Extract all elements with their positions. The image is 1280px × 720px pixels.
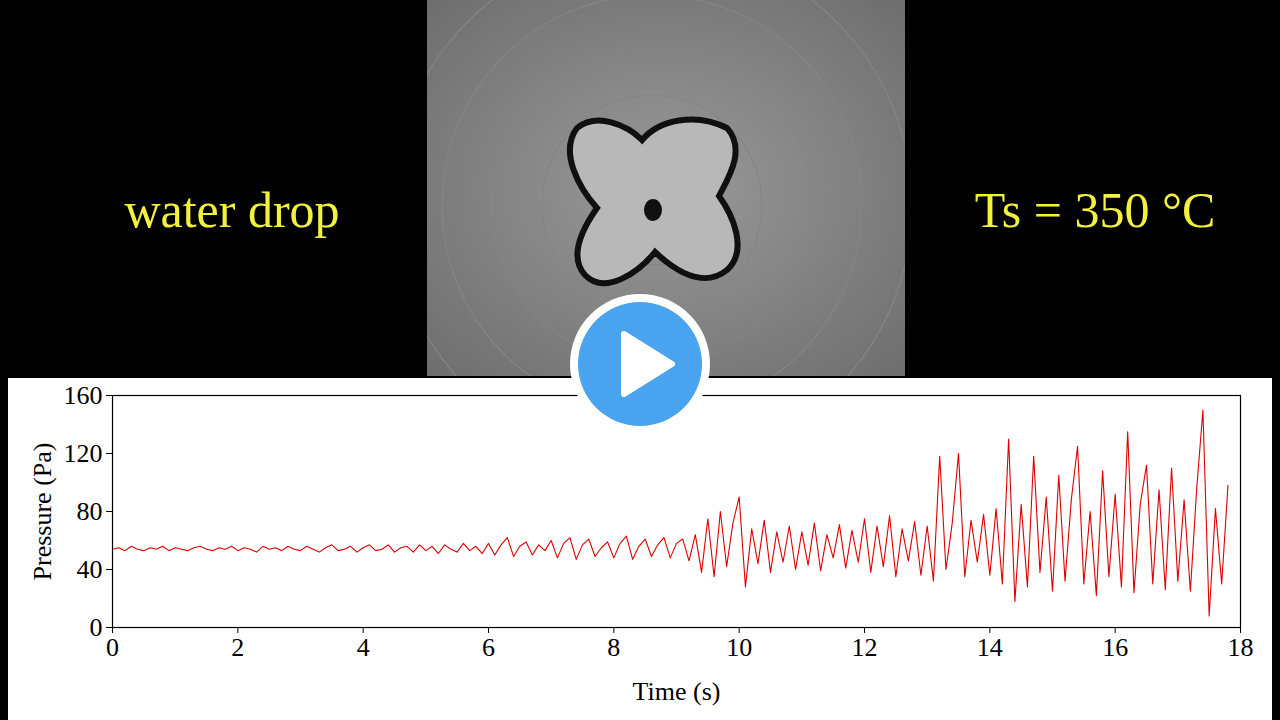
svg-text:0: 0	[106, 633, 119, 662]
svg-text:12: 12	[852, 633, 878, 662]
svg-text:160: 160	[64, 381, 103, 410]
html-text:Ts = 350 °C: Ts = 350 °C	[974, 182, 1216, 238]
svg-text:40: 40	[77, 555, 103, 584]
svg-text:2: 2	[231, 633, 244, 662]
svg-text:120: 120	[64, 439, 103, 468]
svg-text:8: 8	[607, 633, 620, 662]
svg-text:0: 0	[90, 613, 103, 642]
svg-text:10: 10	[726, 633, 752, 662]
svg-text:Pressure (Pa): Pressure (Pa)	[28, 443, 57, 581]
svg-text:18: 18	[1228, 633, 1254, 662]
svg-text:16: 16	[1102, 633, 1128, 662]
svg-text:4: 4	[357, 633, 370, 662]
svg-text:14: 14	[977, 633, 1003, 662]
html-text:water drop: water drop	[124, 182, 340, 238]
svg-text:Time (s): Time (s)	[633, 677, 721, 706]
svg-text:6: 6	[482, 633, 495, 662]
svg-text:80: 80	[77, 497, 103, 526]
